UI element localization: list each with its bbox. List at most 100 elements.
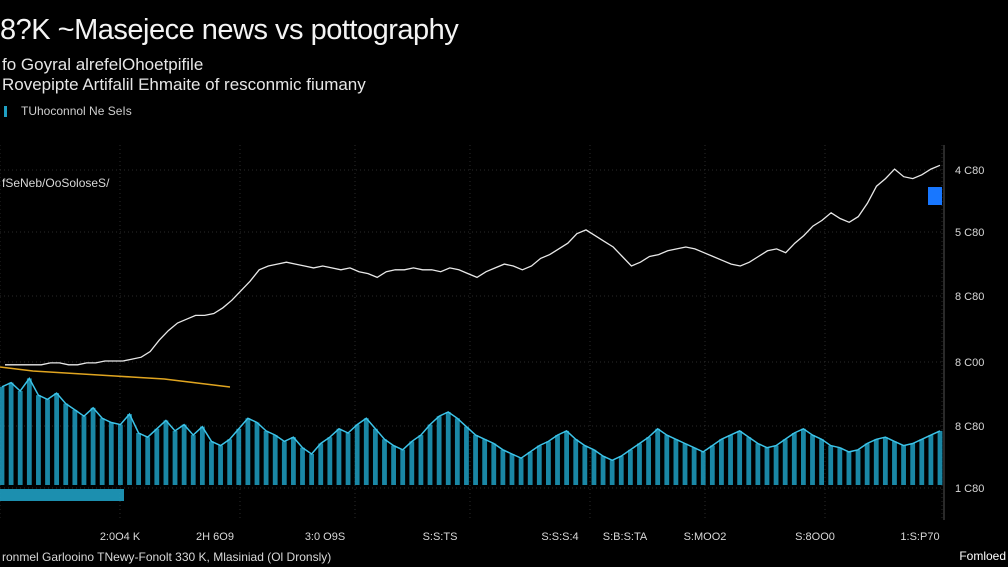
volume-bar: [309, 454, 315, 485]
volume-bar: [755, 443, 761, 485]
chart-title: 8?K ~Masejece news vs pottography: [0, 14, 459, 46]
y-tick-label: 8 C80: [955, 291, 984, 303]
volume-bar: [36, 395, 41, 485]
volume-bar: [272, 435, 278, 485]
volume-bar: [937, 430, 943, 485]
y-tick-label: 8 C80: [955, 421, 984, 433]
y-tick-label: 4 C80: [955, 165, 984, 177]
volume-bar: [892, 441, 897, 485]
volume-bar: [436, 416, 442, 485]
legend-label: TUhoconnol Ne SeIs: [21, 104, 132, 118]
x-tick-label: S:8OO0: [795, 531, 835, 543]
volume-bar: [300, 447, 305, 485]
volume-bar: [26, 378, 32, 485]
x-tick-label: S:B:S:TA: [603, 531, 648, 543]
volume-bar: [108, 422, 114, 485]
x-tick-label: S:S:TS: [423, 531, 458, 543]
volume-bar: [327, 437, 333, 485]
volume-bar: [17, 391, 23, 485]
volume-bar: [837, 447, 843, 485]
chart-subtitle-2: Rovepipte Artifalil Ehmaite of resconmic…: [2, 75, 366, 94]
y-tick-label: 5 C80: [955, 227, 984, 239]
x-axis-ticks: 2:0O4 K 2H 6O9 3:0 O9S S:S:TS S:S:S:4 S:B:S:T…: [100, 531, 940, 543]
volume-bar: [855, 449, 861, 485]
volume-bar: [709, 445, 715, 485]
volume-base-bar: [0, 489, 124, 501]
volume-bar: [190, 435, 196, 485]
volume-bar: [546, 441, 551, 485]
volume-bar: [555, 435, 560, 485]
volume-bar: [0, 386, 5, 485]
y-tick-label: 8 C00: [955, 357, 984, 369]
x-tick-label: S:S:S:4: [541, 531, 578, 543]
volume-bar: [263, 430, 269, 485]
series-label: fSeNeb/OoSoloseS/: [2, 176, 110, 190]
volume-bar: [673, 439, 679, 485]
volume-bar: [181, 424, 187, 485]
volume-bar: [372, 428, 378, 485]
volume-bar: [819, 439, 825, 485]
volume-bar: [910, 443, 916, 485]
volume-bar: [700, 451, 706, 485]
volume-bar: [382, 439, 387, 485]
volume-bar: [218, 445, 223, 485]
volume-bar: [509, 454, 515, 485]
volume-bar: [464, 426, 469, 485]
volume-bar: [127, 414, 132, 485]
volume-bar: [318, 443, 324, 485]
source-note: ronmel Garlooino TNewy-Fonolt 330 K, Mla…: [2, 550, 332, 564]
volume-bar: [227, 439, 233, 485]
volume-bar: [536, 445, 542, 485]
volume-bar: [682, 443, 688, 485]
x-tick-label: 3:0 O9S: [305, 531, 345, 543]
volume-bar: [882, 437, 888, 485]
volume-bar: [919, 439, 925, 485]
x-tick-label: 2H 6O9: [196, 531, 234, 543]
volume-bar: [473, 435, 478, 485]
volume-bar: [154, 428, 160, 485]
trend-series-line: [0, 366, 231, 388]
volume-bar: [901, 445, 906, 485]
volume-bar: [746, 437, 752, 485]
volume-bar: [291, 437, 296, 485]
volume-bar: [254, 422, 260, 485]
volume-bar: [54, 393, 60, 485]
volume-bar: [336, 428, 342, 485]
volume-bar: [81, 416, 87, 485]
volume-bars: [0, 376, 943, 501]
volume-bar: [737, 430, 743, 485]
highlight-marker: [928, 187, 942, 205]
volume-bar: [518, 458, 524, 485]
volume-bar: [791, 433, 797, 485]
volume-bar: [873, 439, 879, 485]
volume-bar: [99, 418, 105, 485]
volume-bar: [764, 447, 770, 485]
volume-bar: [573, 439, 579, 485]
last-value-marker: [928, 187, 942, 205]
volume-bar: [281, 441, 287, 485]
volume-bar: [8, 382, 14, 485]
volume-bar: [391, 445, 396, 485]
y-axis-ticks: 4 C80 5 C80 8 C80 8 C00 8 C80 1 C80: [955, 165, 984, 495]
x-tick-label: 1:S:P70: [900, 531, 939, 543]
volume-bar: [500, 449, 506, 485]
volume-bar: [117, 424, 123, 485]
volume-bar: [345, 433, 351, 485]
volume-bar: [363, 418, 369, 485]
volume-bar: [245, 418, 251, 485]
volume-bar: [773, 445, 779, 485]
volume-bar: [63, 403, 69, 485]
volume-bar: [618, 456, 624, 485]
volume-bar: [482, 439, 488, 485]
price-line: [5, 164, 941, 366]
volume-bar: [664, 435, 670, 485]
x-tick-label: 2:0O4 K: [100, 531, 141, 543]
volume-bar: [691, 447, 697, 485]
volume-bar: [145, 437, 151, 485]
volume-bar: [846, 451, 852, 485]
trend-line: [0, 366, 231, 388]
legend: TUhoconnol Ne SeIs: [4, 104, 132, 118]
y-tick-label: 1 C80: [955, 483, 984, 495]
volume-bar: [136, 433, 142, 485]
